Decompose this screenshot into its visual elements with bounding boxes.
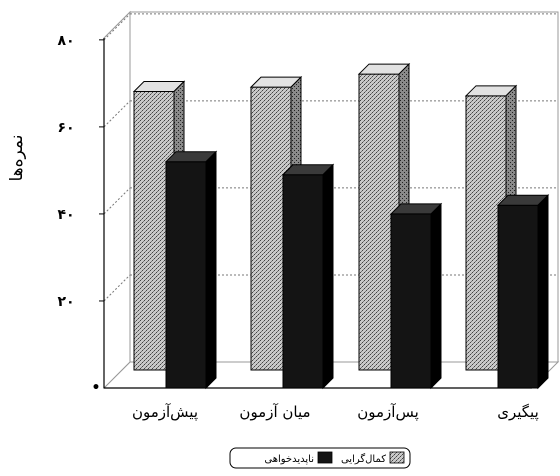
- legend-label-second: ناپدیدخواهی: [264, 454, 314, 465]
- side-wall: [103, 10, 131, 390]
- bars: [132, 62, 550, 390]
- y-zero-dot: •: [92, 380, 101, 396]
- category-label: پس‌آزمون: [357, 403, 419, 422]
- category-label: پیش‌آزمون: [132, 403, 198, 422]
- y-tick-labels: ۲۰ ۴۰ ۶۰ ۸۰ •: [57, 33, 104, 396]
- bar: [389, 202, 443, 390]
- y-tick-label: ۲۰: [57, 294, 74, 310]
- bar-side: [537, 194, 549, 390]
- bar-front: [165, 161, 207, 389]
- category-label: میان آزمون: [239, 403, 310, 421]
- y-tick-label: ۴۰: [57, 207, 74, 223]
- legend-label-perfectionism: کمال‌گرایی: [341, 453, 386, 465]
- bar-side: [322, 163, 334, 390]
- legend: کمال‌گرایی ناپدیدخواهی: [229, 447, 411, 469]
- category-label: پیگیری: [497, 403, 539, 422]
- bar-side: [205, 150, 217, 390]
- legend-swatch-second: [317, 451, 333, 464]
- bar-front: [390, 213, 432, 389]
- bar-side: [430, 202, 442, 390]
- y-tick-label: ۸۰: [57, 33, 74, 49]
- bar: [496, 194, 550, 390]
- legend-swatch-perfectionism: [389, 451, 405, 464]
- category-labels: پیش‌آزمون میان آزمون پس‌آزمون پیگیری: [132, 403, 539, 422]
- bar-front: [282, 174, 324, 389]
- y-tick-label: ۶۰: [57, 120, 74, 136]
- y-axis-label: نمره‌ها: [7, 135, 27, 182]
- bar-front: [497, 204, 539, 389]
- bar: [164, 150, 218, 390]
- bar: [281, 163, 335, 390]
